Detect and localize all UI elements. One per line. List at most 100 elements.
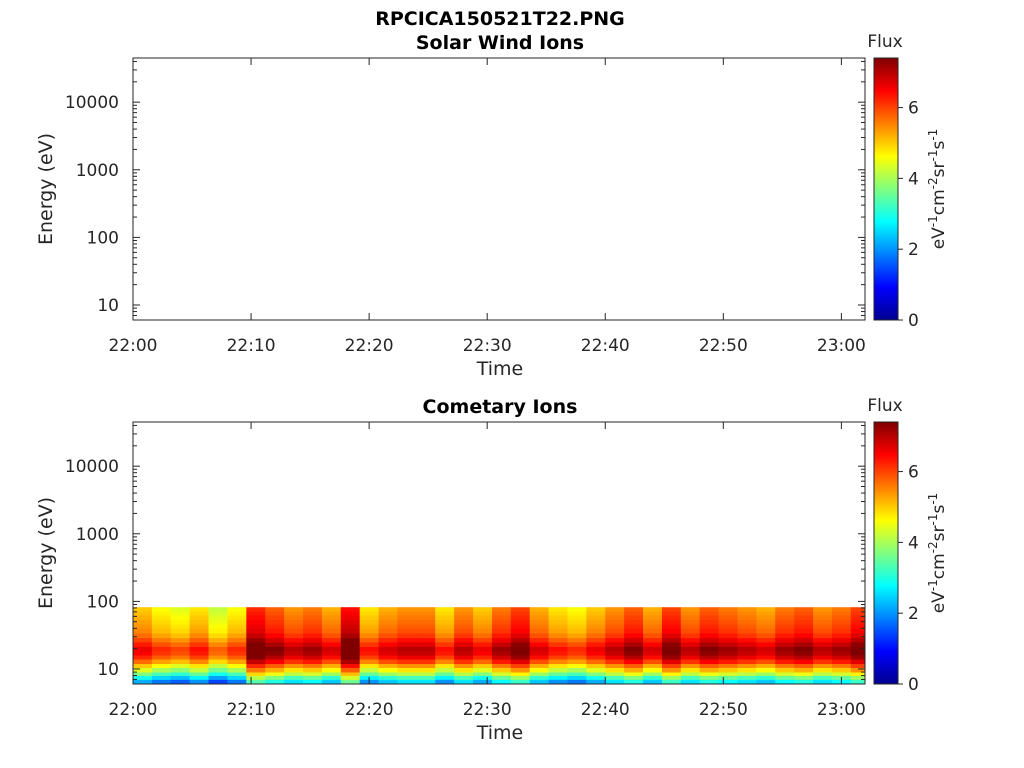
heatmap-cell xyxy=(775,633,795,639)
colorbar-tick-label: 2 xyxy=(908,240,919,260)
heatmap-cell xyxy=(284,624,304,629)
heatmap-cell xyxy=(303,611,323,616)
heatmap-cell xyxy=(265,607,285,612)
heatmap-cell xyxy=(605,672,625,676)
x-tick-label: 22:00 xyxy=(109,700,158,720)
heatmap-cell xyxy=(303,614,323,620)
heatmap-cell xyxy=(794,624,814,629)
heatmap-cell xyxy=(680,637,701,643)
heatmap-cell xyxy=(397,611,417,616)
heatmap-cell xyxy=(359,672,379,676)
heatmap-cell xyxy=(699,614,719,620)
heatmap-cell xyxy=(624,679,644,685)
heatmap-cell xyxy=(340,646,361,652)
heatmap-cell xyxy=(189,672,209,676)
heatmap-cell xyxy=(246,633,266,639)
units-exponent: -1 xyxy=(926,493,940,505)
heatmap-cell xyxy=(586,628,606,634)
heatmap-cell xyxy=(416,611,436,616)
heatmap-cell xyxy=(643,624,663,629)
heatmap-cell xyxy=(246,619,266,625)
heatmap-cell xyxy=(435,614,455,620)
heatmap-cell xyxy=(340,659,361,665)
heatmap-cell xyxy=(340,624,361,629)
heatmap-cell xyxy=(548,650,568,656)
heatmap-cell xyxy=(151,650,172,656)
heatmap-cell xyxy=(491,663,512,668)
heatmap-cell xyxy=(586,614,606,620)
heatmap-cell xyxy=(208,607,228,612)
heatmap-cell xyxy=(643,642,663,647)
heatmap-cell xyxy=(850,637,866,643)
heatmap-cell xyxy=(246,672,266,676)
heatmap-cell xyxy=(775,619,795,625)
heatmap-cell xyxy=(378,628,398,634)
heatmap-cell xyxy=(586,646,606,652)
units-base: eV xyxy=(929,591,949,613)
heatmap-cell xyxy=(548,624,568,629)
heatmap-cell xyxy=(794,646,814,652)
heatmap-cell xyxy=(756,655,776,660)
colorbar-units: eV-1cm-2sr-1s-1 xyxy=(926,129,949,250)
heatmap-cell xyxy=(473,667,493,673)
heatmap-cell xyxy=(491,672,512,676)
heatmap-cell xyxy=(284,663,304,668)
heatmap-cell xyxy=(189,650,209,656)
heatmap-cell xyxy=(510,646,531,652)
heatmap-cell xyxy=(567,607,587,612)
heatmap-cell xyxy=(624,655,644,660)
heatmap-cell xyxy=(151,679,172,685)
heatmap-cell xyxy=(416,655,436,660)
heatmap-cell xyxy=(284,679,304,685)
heatmap-cell xyxy=(813,650,833,656)
x-tick-label: 23:00 xyxy=(817,700,866,720)
heatmap-cell xyxy=(529,619,549,625)
heatmap-cell xyxy=(624,611,644,616)
heatmap-cell xyxy=(491,628,512,634)
heatmap-cell xyxy=(567,619,587,625)
heatmap-cell xyxy=(473,675,493,680)
heatmap-cell xyxy=(208,646,228,652)
heatmap-cell xyxy=(133,637,153,643)
heatmap-cell xyxy=(208,637,228,643)
heatmap-cell xyxy=(699,633,719,639)
heatmap-cell xyxy=(284,619,304,625)
heatmap-cell xyxy=(189,642,209,647)
heatmap-cell xyxy=(699,619,719,625)
heatmap-cell xyxy=(548,628,568,634)
heatmap-cell xyxy=(586,679,606,685)
heatmap-cell xyxy=(397,650,417,656)
heatmap-cell xyxy=(246,642,266,647)
heatmap-cell xyxy=(850,611,866,616)
heatmap-cell xyxy=(321,619,342,625)
heatmap-cell xyxy=(151,611,172,616)
heatmap-cell xyxy=(133,663,153,668)
heatmap-cell xyxy=(567,667,587,673)
heatmap-cell xyxy=(529,667,549,673)
heatmap-cell xyxy=(170,646,191,652)
colorbar-gradient xyxy=(873,421,899,685)
heatmap-cell xyxy=(548,655,568,660)
heatmap-cell xyxy=(756,667,776,673)
heatmap-cell xyxy=(680,663,701,668)
heatmap-cell xyxy=(661,633,682,639)
heatmap-cell xyxy=(397,628,417,634)
heatmap-cell xyxy=(340,655,361,660)
heatmap-cell xyxy=(454,663,474,668)
heatmap-cell xyxy=(397,672,417,676)
heatmap-cell xyxy=(397,659,417,665)
heatmap-cell xyxy=(170,619,191,625)
heatmap-cell xyxy=(321,672,342,676)
heatmap-cell xyxy=(680,607,701,612)
heatmap-cell xyxy=(680,628,701,634)
heatmap-cell xyxy=(189,659,209,665)
heatmap-cell xyxy=(416,659,436,665)
heatmap-cell xyxy=(359,607,379,612)
heatmap-cell xyxy=(340,607,361,612)
heatmap-cell xyxy=(151,646,172,652)
heatmap-cell xyxy=(265,624,285,629)
heatmap-cell xyxy=(473,611,493,616)
heatmap-cell xyxy=(303,619,323,625)
x-tick-label: 22:20 xyxy=(345,700,394,720)
heatmap-cell xyxy=(397,624,417,629)
